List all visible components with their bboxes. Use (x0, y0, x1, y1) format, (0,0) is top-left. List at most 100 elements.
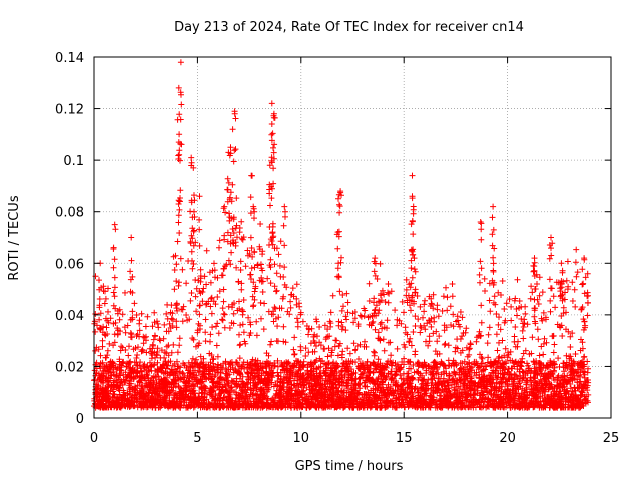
data-point (457, 309, 464, 315)
data-point (334, 391, 341, 398)
data-point (269, 374, 276, 381)
data-point (372, 306, 379, 313)
data-point (134, 352, 141, 358)
data-point (291, 351, 298, 358)
data-point (230, 310, 237, 317)
data-point (223, 368, 230, 374)
data-point (569, 279, 576, 286)
data-point (572, 303, 579, 310)
data-point (173, 278, 180, 285)
data-point (305, 325, 312, 332)
data-point (99, 337, 106, 344)
data-point (173, 318, 180, 325)
data-point (357, 312, 364, 319)
data-point (123, 363, 130, 370)
data-point (351, 347, 358, 354)
data-point (511, 338, 518, 345)
data-point (324, 353, 331, 360)
data-point (275, 251, 282, 258)
data-point (216, 380, 223, 387)
data-point (381, 291, 388, 298)
data-point (305, 331, 312, 338)
data-point (253, 318, 260, 325)
data-point (571, 286, 578, 293)
data-point (335, 318, 342, 325)
data-point (381, 347, 388, 354)
data-point (538, 315, 545, 322)
data-point (149, 323, 156, 330)
data-point (271, 283, 278, 290)
data-point (185, 359, 192, 366)
data-point (197, 266, 204, 273)
data-point (143, 349, 150, 356)
data-point (497, 326, 504, 333)
data-point (490, 260, 497, 267)
data-point (452, 344, 459, 351)
data-point (486, 297, 493, 304)
data-point (415, 376, 422, 383)
data-point (176, 342, 183, 349)
data-point (339, 292, 346, 298)
data-point (239, 236, 246, 243)
data-point (96, 286, 103, 293)
data-point (181, 362, 188, 368)
data-point (440, 293, 447, 300)
data-point (275, 338, 281, 345)
data-point (342, 313, 349, 320)
data-point (188, 290, 195, 296)
data-point (92, 328, 99, 335)
data-point (445, 342, 452, 349)
data-point (438, 389, 445, 396)
data-point (403, 276, 410, 283)
data-point (116, 358, 123, 365)
data-point (485, 331, 492, 338)
data-point (173, 261, 180, 268)
data-point (258, 315, 264, 322)
data-point (409, 374, 415, 381)
data-point (92, 347, 99, 354)
data-point (192, 293, 199, 300)
data-point (240, 329, 247, 336)
data-point (333, 337, 340, 344)
data-point (522, 310, 529, 317)
data-point (439, 308, 446, 314)
data-point (237, 341, 244, 348)
data-point (164, 365, 170, 372)
data-point (252, 285, 259, 292)
data-point (392, 307, 399, 314)
data-point (420, 314, 426, 321)
data-point (550, 333, 557, 340)
data-point (459, 333, 466, 340)
data-point (196, 311, 203, 318)
data-point (358, 313, 365, 320)
data-point (268, 397, 274, 404)
data-point (121, 324, 128, 331)
data-point (506, 296, 513, 303)
data-point (187, 297, 194, 304)
data-point (569, 330, 576, 337)
data-point (531, 359, 538, 366)
data-point (505, 375, 512, 382)
data-point (535, 336, 542, 343)
data-point (560, 304, 567, 311)
data-point (102, 295, 109, 302)
data-point (564, 286, 571, 293)
data-point (220, 298, 227, 305)
data-point (476, 328, 483, 335)
data-point (371, 348, 377, 355)
data-point (216, 244, 222, 251)
data-point (207, 338, 213, 345)
data-point (240, 297, 247, 303)
data-point (329, 292, 336, 299)
data-point (299, 363, 306, 369)
data-point (450, 311, 457, 318)
data-point (209, 324, 216, 331)
data-point (136, 327, 143, 334)
data-point (302, 345, 309, 352)
data-point (126, 359, 133, 366)
data-point (373, 302, 380, 309)
data-point (377, 321, 384, 328)
data-point (539, 289, 546, 296)
data-point (564, 378, 571, 385)
data-point (527, 295, 534, 302)
